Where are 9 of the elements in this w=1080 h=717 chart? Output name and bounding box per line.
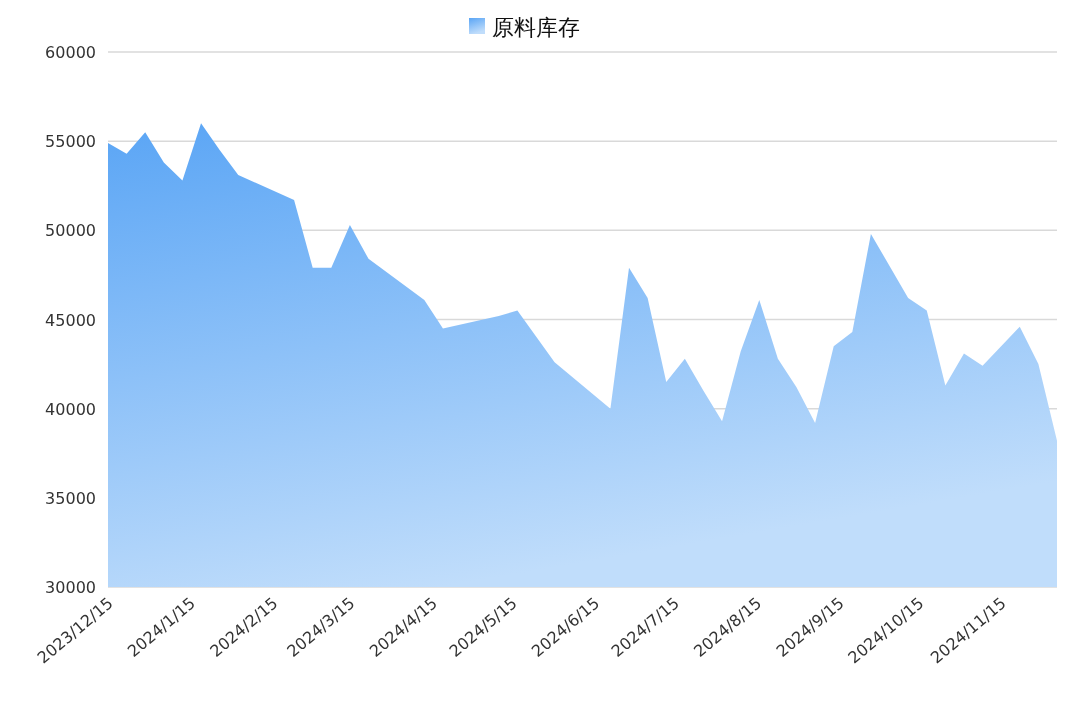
legend: 原料库存	[469, 15, 580, 40]
y-tick-label: 45000	[45, 310, 96, 330]
y-tick-label: 30000	[45, 578, 96, 597]
y-tick-label: 55000	[45, 132, 96, 152]
y-tick-label: 35000	[45, 488, 96, 508]
legend-label: 原料库存	[492, 15, 580, 40]
y-tick-label: 60000	[45, 43, 96, 62]
y-tick-label: 40000	[45, 399, 96, 419]
y-tick-label: 50000	[45, 221, 96, 241]
